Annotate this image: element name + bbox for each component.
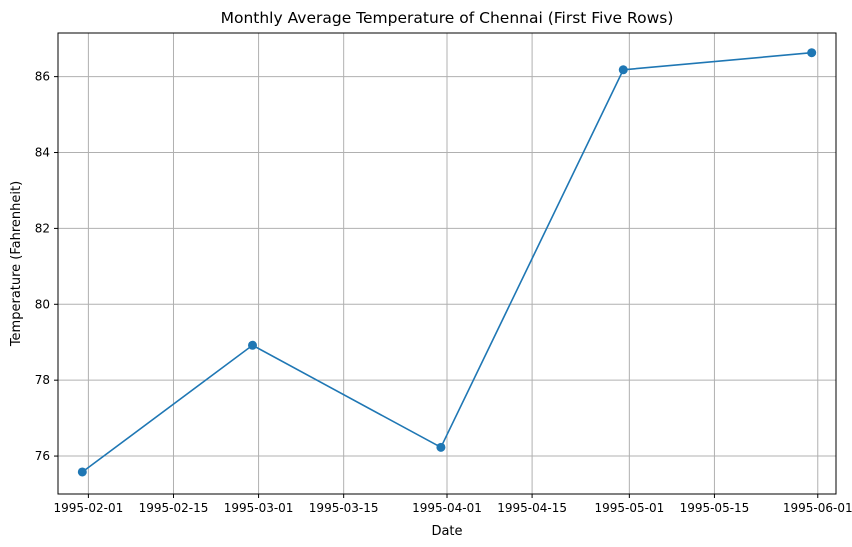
data-point-marker xyxy=(77,467,87,477)
x-tick-label: 1995-02-01 xyxy=(54,501,124,515)
y-tick-label: 80 xyxy=(35,297,50,311)
x-tick-label: 1995-03-01 xyxy=(224,501,294,515)
y-tick-label: 78 xyxy=(35,373,50,387)
x-axis-title: Date xyxy=(431,524,462,539)
x-tick-label: 1995-05-15 xyxy=(680,501,750,515)
series-markers xyxy=(77,48,817,477)
y-tick-label: 82 xyxy=(35,221,50,235)
y-tick-label: 84 xyxy=(35,146,50,160)
data-point-marker xyxy=(618,65,628,75)
grid xyxy=(58,33,836,494)
data-point-marker xyxy=(807,48,817,58)
y-tick-label: 76 xyxy=(35,449,50,463)
y-axis-ticks: 76 78 80 82 84 86 xyxy=(35,70,58,463)
x-tick-label: 1995-02-15 xyxy=(139,501,209,515)
chart-title: Monthly Average Temperature of Chennai (… xyxy=(221,9,674,27)
x-tick-label: 1995-03-15 xyxy=(309,501,379,515)
data-point-marker xyxy=(436,442,446,452)
y-axis-title: Temperature (Fahrenheit) xyxy=(9,181,24,347)
x-tick-label: 1995-05-01 xyxy=(594,501,664,515)
x-tick-label: 1995-06-01 xyxy=(783,501,852,515)
data-point-marker xyxy=(248,340,257,350)
x-axis-ticks: 1995-02-01 1995-02-15 1995-03-01 1995-03-15… xyxy=(54,494,852,515)
x-tick-label: 1995-04-01 xyxy=(412,501,482,515)
y-tick-label: 86 xyxy=(35,70,50,84)
x-tick-label: 1995-04-15 xyxy=(497,501,567,515)
